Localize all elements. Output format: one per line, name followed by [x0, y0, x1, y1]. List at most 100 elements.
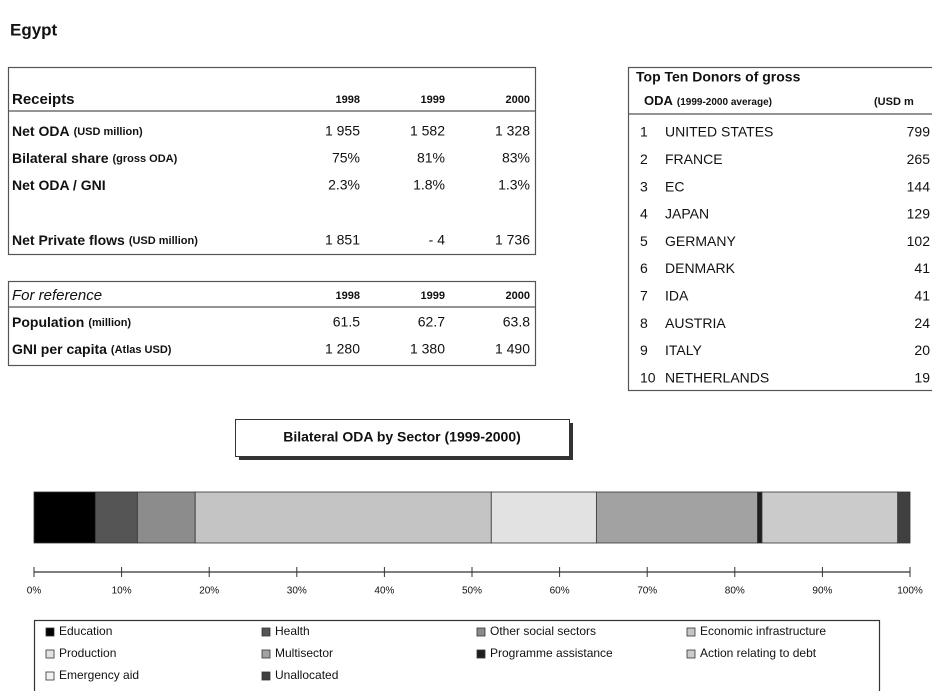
- donor-value: 24: [914, 315, 930, 331]
- bar-segment: [757, 491, 763, 544]
- cell-value: 81%: [417, 150, 445, 166]
- legend-label: Multisector: [275, 646, 333, 660]
- donor-name: EC: [665, 178, 684, 194]
- donor-value: 41: [914, 288, 930, 304]
- donor-rank: 10: [640, 369, 656, 385]
- x-tick-label: 30%: [287, 586, 307, 597]
- row-label: Population (million): [12, 314, 131, 330]
- x-tick-label: 90%: [812, 586, 832, 597]
- donor-rank: 8: [640, 315, 648, 331]
- legend-swatch: [45, 649, 55, 659]
- legend-swatch: [686, 649, 696, 659]
- legend-label: Action relating to debt: [700, 646, 817, 660]
- cell-value: 62.7: [418, 314, 445, 330]
- x-tick-label: 0%: [27, 586, 42, 597]
- legend-label: Other social sectors: [490, 624, 596, 638]
- row-unit: (USD million): [74, 126, 143, 138]
- legend-label: Education: [59, 624, 112, 638]
- row-label: Net ODA (USD million): [12, 123, 143, 139]
- donor-name: AUSTRIA: [665, 315, 726, 331]
- x-tick-label: 20%: [199, 586, 219, 597]
- donors-unit: (USD m: [874, 96, 914, 108]
- cell-value: 75%: [332, 150, 360, 166]
- year-header: 2000: [506, 290, 530, 302]
- donor-rank: 7: [640, 288, 648, 304]
- cell-value: 1 380: [410, 341, 445, 357]
- legend-label: Unallocated: [275, 668, 338, 682]
- row-label-text: Population: [12, 314, 84, 330]
- year-header: 1998: [336, 290, 360, 302]
- table-box: [7, 280, 537, 367]
- bar-segment: [33, 491, 96, 544]
- x-tick-label: 80%: [725, 586, 745, 597]
- bar-segment: [897, 491, 911, 544]
- x-tick-label: 50%: [462, 586, 482, 597]
- table-header: Receipts: [12, 91, 75, 108]
- donor-name: JAPAN: [665, 206, 709, 222]
- row-label: GNI per capita (Atlas USD): [12, 341, 172, 357]
- legend-label: Emergency aid: [59, 668, 139, 682]
- cell-value: 1 851: [325, 232, 360, 248]
- x-tick-label: 70%: [637, 586, 657, 597]
- chart-title-box: [235, 419, 570, 457]
- x-tick-label: 40%: [374, 586, 394, 597]
- cell-value: 61.5: [333, 314, 360, 330]
- donor-name: NETHERLANDS: [665, 369, 769, 385]
- donor-rank: 9: [640, 342, 648, 358]
- cell-value: 83%: [502, 150, 530, 166]
- table-header: For reference: [12, 287, 102, 304]
- bar-segment: [94, 491, 138, 544]
- donor-name: FRANCE: [665, 151, 723, 167]
- donor-rank: 6: [640, 260, 648, 276]
- row-label: Net Private flows (USD million): [12, 232, 198, 248]
- donor-rank: 2: [640, 151, 648, 167]
- year-header: 2000: [506, 94, 530, 106]
- cell-value: 1 280: [325, 341, 360, 357]
- x-tick-label: 10%: [112, 586, 132, 597]
- legend-swatch: [261, 627, 271, 637]
- donors-title: Top Ten Donors of gross: [636, 69, 801, 85]
- row-label-text: Net ODA: [12, 123, 70, 139]
- donor-value: 129: [907, 206, 931, 222]
- row-unit: (million): [88, 317, 131, 329]
- year-header: 1998: [336, 94, 360, 106]
- x-tick-label: 60%: [550, 586, 570, 597]
- row-label-text: Bilateral share: [12, 150, 109, 166]
- donor-name: ITALY: [665, 342, 702, 358]
- cell-value: 63.8: [503, 314, 530, 330]
- page-title: Egypt: [10, 20, 58, 39]
- cell-value: 1 328: [495, 123, 530, 139]
- donor-value: 144: [907, 178, 931, 194]
- table-box: [7, 66, 537, 256]
- bar-segment: [595, 491, 758, 544]
- legend-label: Production: [59, 646, 116, 660]
- donor-value: 265: [907, 151, 931, 167]
- legend-label: Health: [275, 624, 310, 638]
- cell-value: 1 736: [495, 232, 530, 248]
- row-label: Net ODA / GNI: [12, 177, 106, 193]
- donor-value: 102: [907, 233, 931, 249]
- legend-label: Programme assistance: [490, 646, 613, 660]
- donor-name: UNITED STATES: [665, 124, 773, 140]
- bar-segment: [490, 491, 597, 544]
- bar-segment: [136, 491, 196, 544]
- donor-name: IDA: [665, 288, 689, 304]
- legend-swatch: [45, 627, 55, 637]
- cell-value: 1.3%: [498, 177, 530, 193]
- legend-swatch: [261, 649, 271, 659]
- row-label: Bilateral share (gross ODA): [12, 150, 178, 166]
- donor-value: 19: [914, 369, 930, 385]
- year-header: 1999: [421, 290, 445, 302]
- legend-swatch: [686, 627, 696, 637]
- donors-subtitle-note: (1999-2000 average): [677, 97, 772, 108]
- bar-segment: [761, 491, 899, 544]
- legend-swatch: [261, 671, 271, 681]
- cell-value: - 4: [429, 232, 446, 248]
- legend-swatch: [45, 671, 55, 681]
- row-label-text: Net ODA / GNI: [12, 177, 106, 193]
- chart-title: Bilateral ODA by Sector (1999-2000): [283, 429, 521, 445]
- donor-name: GERMANY: [665, 233, 736, 249]
- cell-value: 1 955: [325, 123, 360, 139]
